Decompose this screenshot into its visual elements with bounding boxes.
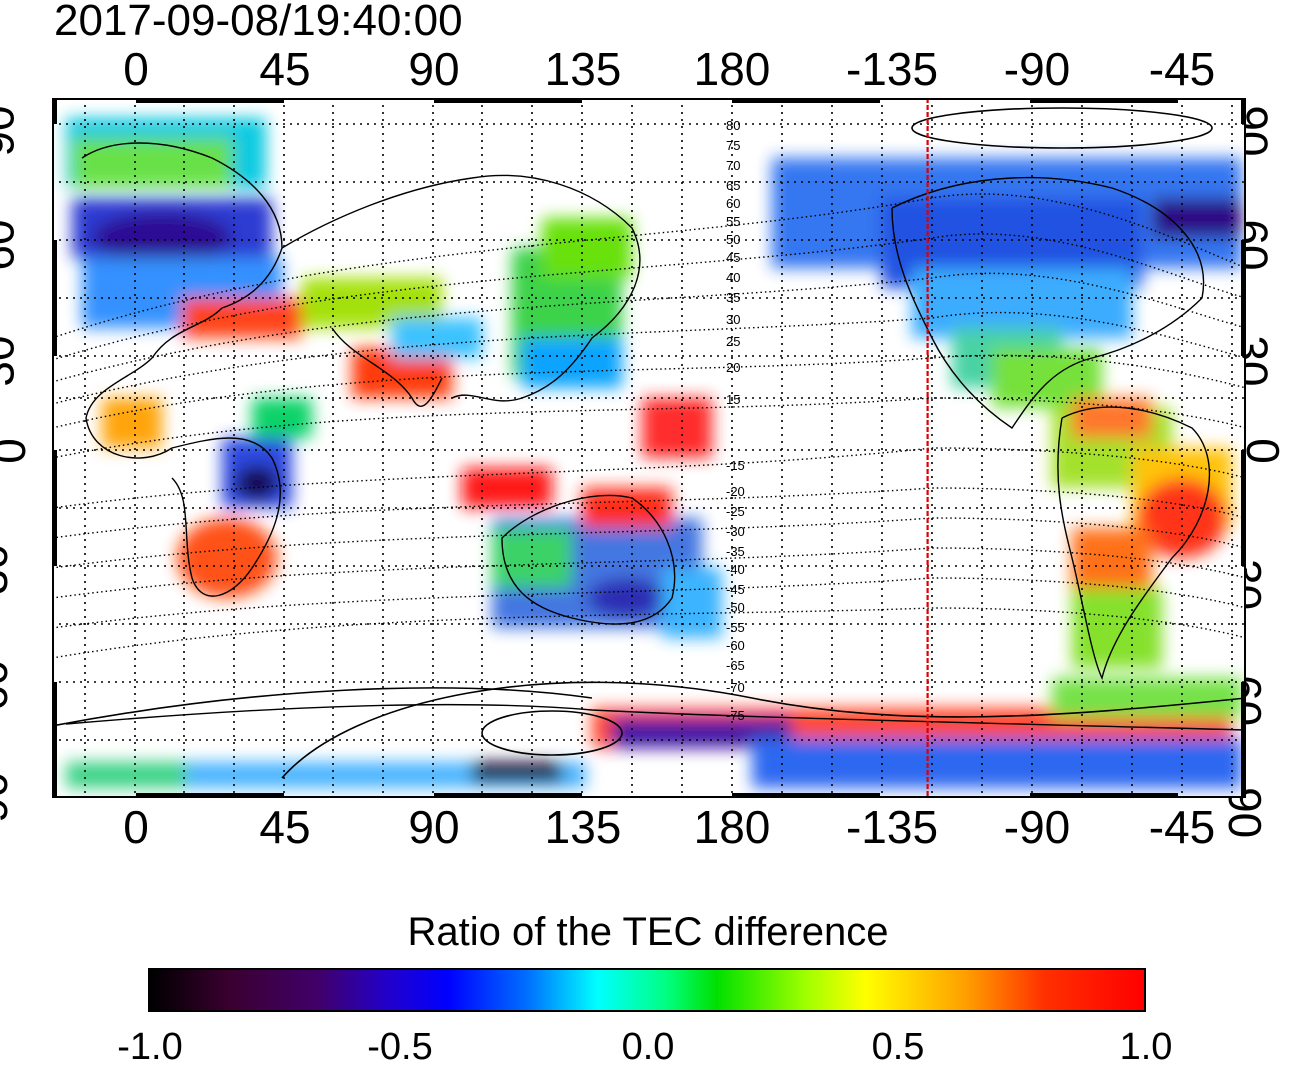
mag-lat-label: -25 <box>726 504 745 519</box>
tec-map-panel: 80 75 70 65 60 55 50 45 40 35 30 25 20 1… <box>52 98 1246 798</box>
tec-patch <box>472 762 562 782</box>
mag-lat-label: 50 <box>726 232 740 247</box>
tec-patch <box>1072 588 1162 668</box>
colorbar-tick: 0.0 <box>621 1026 675 1068</box>
mag-lat-label: -40 <box>726 562 745 577</box>
top-lon-tick: 135 <box>544 43 622 95</box>
tec-patch <box>912 268 1132 338</box>
left-lat-tick: 60 <box>0 219 24 271</box>
top-lon-tick: -45 <box>1148 43 1216 95</box>
frame-tick-bars <box>52 98 1246 798</box>
tec-patch <box>102 398 162 448</box>
mag-lat-label: 55 <box>726 214 740 229</box>
mag-lat-label: -45 <box>726 582 745 597</box>
bottom-lon-tick: 0 <box>123 801 149 853</box>
mag-lat-label: -15 <box>726 458 745 473</box>
tec-patch <box>182 298 302 338</box>
mag-lat-label: 25 <box>726 334 740 349</box>
left-lat-tick: 90 <box>0 105 24 157</box>
bottom-lon-tick: -135 <box>845 801 939 853</box>
tec-patch <box>72 138 232 188</box>
mag-lat-label: -75 <box>726 708 745 723</box>
tec-patch <box>177 518 277 598</box>
mag-lat-label: -20 <box>726 484 745 499</box>
bottom-lon-tick: 180 <box>693 801 771 853</box>
colorbar-tick: 1.0 <box>1119 1026 1173 1068</box>
mag-lat-label: -60 <box>726 638 745 653</box>
left-lat-tick: 30 <box>0 335 24 387</box>
left-lat-tick: -30 <box>0 543 18 611</box>
mag-lat-label: 45 <box>726 250 740 265</box>
mag-lat-label: 20 <box>726 360 740 375</box>
mag-lat-label: -30 <box>726 524 745 539</box>
left-lat-tick: -90 <box>0 771 18 839</box>
coastlines <box>65 142 1246 731</box>
map-frame-border <box>52 98 1246 798</box>
tec-map-svg: 80 75 70 65 60 55 50 45 40 35 30 25 20 1… <box>52 98 1246 798</box>
left-lat-tick: 0 <box>0 438 36 464</box>
tec-patch <box>642 398 712 458</box>
tec-patch <box>235 465 279 501</box>
tec-patch <box>392 318 482 358</box>
tec-patch <box>522 338 622 388</box>
top-lon-tick: 45 <box>259 43 311 95</box>
bottom-lon-tick: 90 <box>408 801 460 853</box>
colorbar-title: Ratio of the TEC difference <box>407 910 889 954</box>
tec-data-layer <box>66 118 1242 788</box>
tec-patch <box>492 528 572 588</box>
tec-patch <box>462 468 552 508</box>
magnetic-solid-contours <box>52 107 1246 779</box>
top-lon-tick: 180 <box>693 43 771 95</box>
top-lon-tick: -90 <box>1003 43 1071 95</box>
top-lon-tick: -135 <box>845 43 939 95</box>
colorbar-tick: -0.5 <box>367 1026 433 1068</box>
mag-lat-label: 30 <box>726 312 740 327</box>
mag-lat-label: -35 <box>726 544 745 559</box>
mag-lat-label: 15 <box>726 392 740 407</box>
tec-patch <box>662 568 722 638</box>
colorbar-tick: -1.0 <box>117 1026 183 1068</box>
bottom-lon-tick: -90 <box>1003 801 1071 853</box>
mag-lat-label: 60 <box>726 196 740 211</box>
tec-patch <box>542 218 632 278</box>
map-timestamp-title: 2017-09-08/19:40:00 <box>54 0 463 45</box>
mag-lat-label: 70 <box>726 158 740 173</box>
tec-patch <box>1152 198 1242 238</box>
tec-patch <box>1052 678 1242 718</box>
tec-patch <box>92 212 232 264</box>
left-lat-tick: -60 <box>0 659 18 727</box>
mag-lat-label: -70 <box>726 680 745 695</box>
bottom-lon-tick: 135 <box>544 801 622 853</box>
colorbar-tick: 0.5 <box>871 1026 925 1068</box>
tec-patch <box>1072 398 1152 438</box>
mag-lat-label: 35 <box>726 290 740 305</box>
colorbar <box>148 968 1146 1012</box>
tec-patch <box>1072 528 1152 598</box>
mag-lat-label: 75 <box>726 138 740 153</box>
tec-patch <box>587 578 667 618</box>
tec-patch <box>252 398 312 438</box>
top-lon-tick: 90 <box>408 43 460 95</box>
tec-patch <box>752 738 1242 788</box>
bottom-lon-tick: -45 <box>1148 801 1216 853</box>
mag-lat-label: 80 <box>726 118 740 133</box>
top-lon-tick: 0 <box>123 43 149 95</box>
mag-lat-label: -50 <box>726 600 745 615</box>
mag-lat-labels: 80 75 70 65 60 55 50 45 40 35 30 25 20 1… <box>726 118 745 723</box>
mag-lat-label: 65 <box>726 178 740 193</box>
mag-lat-label: -65 <box>726 658 745 673</box>
mag-lat-label: 40 <box>726 270 740 285</box>
tec-patch <box>66 762 186 788</box>
bottom-lon-tick: 45 <box>259 801 311 853</box>
mag-lat-label: -55 <box>726 620 745 635</box>
